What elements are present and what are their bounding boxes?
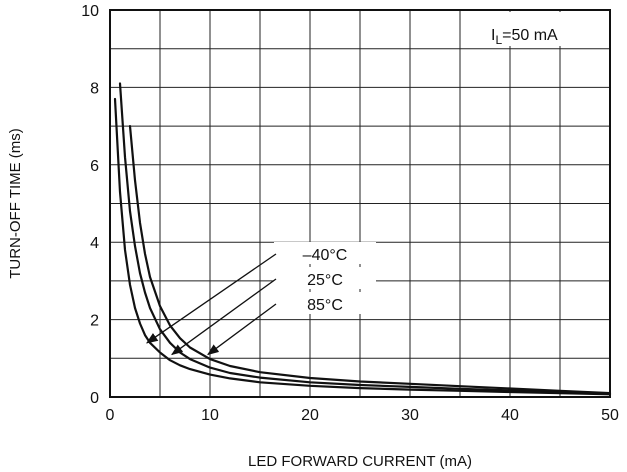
- annotation-label-bg: [274, 242, 376, 264]
- x-tick-label: 40: [501, 407, 519, 424]
- annotation-label-bg: [274, 292, 376, 314]
- curve-annotations: –40°C 25°C 85°C: [146, 242, 376, 356]
- legend-condition-text: IL=50 mA: [491, 27, 558, 47]
- x-tick-label: 0: [106, 407, 115, 424]
- x-axis-title: LED FORWARD CURRENT (mA): [248, 453, 472, 470]
- annotation-label-bg: [274, 267, 376, 289]
- y-tick-label: 0: [90, 390, 99, 407]
- y-tick-label: 4: [90, 235, 99, 252]
- y-tick-label: 10: [81, 3, 99, 20]
- y-tick-label: 6: [90, 158, 99, 175]
- plot-frame: [109, 9, 611, 398]
- test-condition-legend: IL=50 mA: [480, 12, 608, 47]
- annotation-label: –40°C: [303, 247, 348, 264]
- grid: [110, 10, 610, 397]
- annotation-arrow: [171, 278, 277, 356]
- annotation-arrow: [146, 253, 277, 344]
- legend-bg: [480, 12, 608, 46]
- tick-labels: 0 10 20 30 40 50 0 2 4 6 8 10: [81, 3, 619, 424]
- annotation-arrow: [207, 303, 277, 356]
- annotation-label: 25°C: [307, 272, 343, 289]
- x-tick-label: 50: [601, 407, 619, 424]
- x-tick-label: 20: [301, 407, 319, 424]
- y-axis-title: TURN-OFF TIME (ms): [7, 128, 24, 279]
- series-line-1: [113, 97, 612, 396]
- annotation-label: 85°C: [307, 297, 343, 314]
- series-line-3: [128, 124, 612, 395]
- x-tick-label: 30: [401, 407, 419, 424]
- x-tick-label: 10: [201, 407, 219, 424]
- series-lines: [113, 82, 612, 396]
- series-line-2: [118, 82, 612, 395]
- y-tick-label: 2: [90, 313, 99, 330]
- y-tick-label: 8: [90, 80, 99, 97]
